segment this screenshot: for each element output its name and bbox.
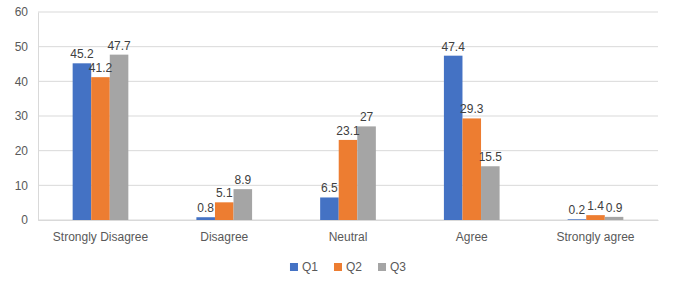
bar xyxy=(481,166,500,220)
tick-label: 40 xyxy=(15,75,29,89)
bar xyxy=(568,219,587,220)
grid-line xyxy=(38,116,658,117)
tick: Strongly Disagree xyxy=(53,230,149,244)
legend-swatch xyxy=(334,263,342,271)
data-label: 5.1 xyxy=(216,186,233,200)
bars xyxy=(73,55,624,220)
tick-label: Neutral xyxy=(329,230,368,244)
data-label: 23.1 xyxy=(336,124,360,138)
tick: Agree xyxy=(456,230,488,244)
tick-label: 10 xyxy=(15,179,29,193)
data-label: 47.7 xyxy=(107,39,131,53)
bar xyxy=(215,202,234,220)
bar xyxy=(462,118,481,220)
tick-label: 30 xyxy=(15,109,29,123)
axis-line xyxy=(38,13,39,221)
tick-label: 50 xyxy=(15,40,29,54)
tick: 50 xyxy=(15,40,29,54)
tick: Disagree xyxy=(200,230,248,244)
grid-line xyxy=(38,81,658,82)
data-label: 47.4 xyxy=(442,40,466,54)
data-label: 1.4 xyxy=(587,199,604,213)
data-label: 29.3 xyxy=(460,102,484,116)
bar xyxy=(91,77,110,220)
y-axis: 0 10 20 30 40 50 60 xyxy=(15,5,39,227)
tick: 20 xyxy=(15,144,29,158)
data-label: 41.2 xyxy=(89,61,113,75)
legend-item: Q2 xyxy=(334,260,362,274)
bar xyxy=(234,189,253,220)
legend-swatch xyxy=(378,263,386,271)
bar xyxy=(339,140,358,220)
data-label: 0.8 xyxy=(197,201,214,215)
bar xyxy=(196,217,215,220)
bar xyxy=(586,215,605,220)
axis-line xyxy=(39,220,659,221)
tick-label: Agree xyxy=(456,230,488,244)
tick: Strongly agree xyxy=(556,230,634,244)
data-label: 27 xyxy=(360,110,374,124)
data-labels: 45.2 0.8 6.5 47.4 0.2 41.2 5.1 23.1 29.3 1.4 47.7 8… xyxy=(70,39,622,218)
x-axis: Strongly Disagree Disagree Neutral Agree Str… xyxy=(39,221,659,244)
legend-label: Q2 xyxy=(346,260,362,274)
bar xyxy=(444,56,463,220)
tick: 60 xyxy=(15,5,29,19)
data-label: 8.9 xyxy=(234,173,251,187)
legend-label: Q1 xyxy=(302,260,318,274)
data-label: 0.9 xyxy=(606,201,623,215)
data-label: 15.5 xyxy=(479,150,503,164)
grid xyxy=(38,12,658,220)
chart: 0 10 20 30 40 50 60 Strongly Disagree Disagree Ne… xyxy=(0,0,678,292)
tick: 0 xyxy=(21,213,28,227)
tick: 40 xyxy=(15,75,29,89)
data-label: 6.5 xyxy=(321,181,338,195)
tick-label: 20 xyxy=(15,144,29,158)
legend-item: Q3 xyxy=(378,260,406,274)
tick-label: Disagree xyxy=(200,230,248,244)
bar xyxy=(357,126,376,220)
tick: Neutral xyxy=(329,230,368,244)
legend-swatch xyxy=(290,263,298,271)
bar xyxy=(110,55,129,220)
bar xyxy=(73,63,92,220)
tick: 30 xyxy=(15,109,29,123)
tick-label: 60 xyxy=(15,5,29,19)
tick-label: 0 xyxy=(21,213,28,227)
legend: Q1 Q2 Q3 xyxy=(290,260,406,274)
legend-item: Q1 xyxy=(290,260,318,274)
tick-label: Strongly Disagree xyxy=(53,230,149,244)
bar xyxy=(320,197,339,220)
tick-label: Strongly agree xyxy=(556,230,634,244)
grid-line xyxy=(38,46,658,47)
data-label: 45.2 xyxy=(70,47,94,61)
legend-label: Q3 xyxy=(390,260,406,274)
bar xyxy=(605,217,624,220)
grid-line xyxy=(38,12,658,13)
tick: 10 xyxy=(15,179,29,193)
data-label: 0.2 xyxy=(569,203,586,217)
